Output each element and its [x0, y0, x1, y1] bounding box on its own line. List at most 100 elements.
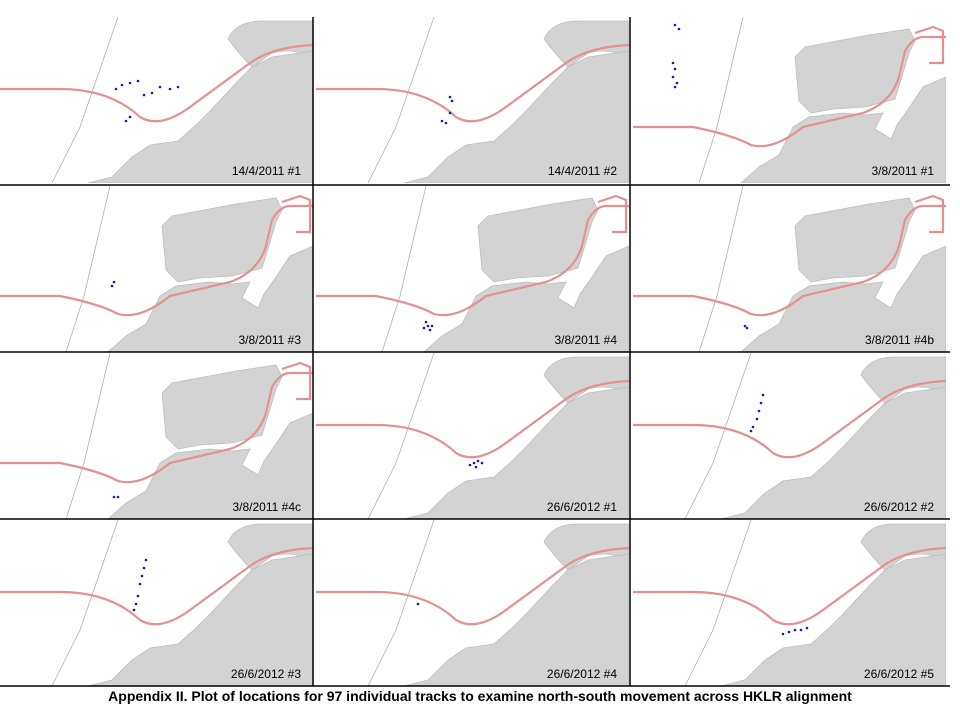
- land: [860, 523, 946, 571]
- panel-label: 3/8/2011 #3: [238, 333, 301, 347]
- track-point: [430, 324, 434, 328]
- map-content: [0, 520, 313, 686]
- boundary-line: [51, 520, 119, 686]
- panel-label: 3/8/2011 #4c: [232, 500, 301, 514]
- boundary-line: [51, 17, 119, 183]
- track-point: [799, 628, 803, 632]
- map-panel: 26/6/2012 #1: [316, 353, 629, 519]
- alignment: [0, 194, 313, 317]
- map-panel: 3/8/2011 #4b: [633, 186, 946, 352]
- boundary-line: [367, 17, 435, 183]
- track-point: [751, 425, 755, 429]
- track-point: [673, 23, 677, 27]
- land: [161, 197, 283, 283]
- map-content: [633, 17, 946, 183]
- track-point: [112, 280, 116, 284]
- map-panel: 26/6/2012 #2: [633, 353, 946, 519]
- panel-label: 26/6/2012 #2: [864, 500, 934, 514]
- track-point: [745, 326, 749, 330]
- alignment: [0, 546, 313, 626]
- track-point: [128, 81, 132, 85]
- track-point: [761, 393, 765, 397]
- land: [227, 20, 313, 68]
- track-point: [677, 27, 681, 31]
- track-point: [132, 608, 136, 612]
- boundary-line: [65, 353, 111, 519]
- track-point: [416, 602, 420, 606]
- land: [860, 356, 946, 404]
- track-point: [671, 61, 675, 65]
- panel-label: 26/6/2012 #1: [547, 500, 617, 514]
- alignment: [316, 194, 629, 317]
- track-point: [472, 461, 476, 465]
- alignment: [316, 379, 629, 459]
- track-point: [749, 429, 753, 433]
- land: [477, 197, 599, 283]
- track-point: [781, 632, 785, 636]
- land: [403, 50, 629, 183]
- map-panel: 14/4/2011 #1: [0, 17, 313, 183]
- track-point: [448, 95, 452, 99]
- track-point: [424, 320, 428, 324]
- track-point: [150, 91, 154, 95]
- map-content: [633, 353, 946, 519]
- land: [794, 28, 916, 114]
- track-point: [759, 401, 763, 405]
- track-point: [743, 324, 747, 328]
- map-panel: 3/8/2011 #3: [0, 186, 313, 352]
- track-point: [158, 85, 162, 89]
- track-point: [468, 463, 472, 467]
- track-point: [480, 461, 484, 465]
- alignment: [633, 379, 946, 459]
- land: [107, 245, 313, 352]
- map-content: [0, 353, 313, 519]
- map-panel: 3/8/2011 #1: [633, 17, 946, 183]
- caption: Appendix II. Plot of locations for 97 in…: [108, 688, 852, 704]
- track-point: [114, 87, 118, 91]
- land: [423, 245, 629, 352]
- land: [740, 245, 946, 352]
- track-point: [136, 79, 140, 83]
- panel-label: 26/6/2012 #3: [231, 667, 301, 681]
- track-point: [124, 119, 128, 123]
- land: [543, 20, 629, 68]
- land: [740, 76, 946, 183]
- land: [87, 553, 313, 686]
- track-point: [426, 324, 430, 328]
- track-point: [787, 630, 791, 634]
- alignment: [316, 43, 629, 123]
- map-panel: 26/6/2012 #5: [633, 520, 946, 686]
- map-content: [316, 17, 629, 183]
- land: [161, 364, 283, 450]
- track-point: [805, 626, 809, 630]
- land: [403, 553, 629, 686]
- map-panel: 3/8/2011 #4c: [0, 353, 313, 519]
- track-point: [120, 83, 124, 87]
- track-point: [793, 628, 797, 632]
- track-point: [673, 85, 677, 89]
- track-point: [757, 409, 761, 413]
- track-point: [144, 558, 148, 562]
- panel-label: 14/4/2011 #1: [232, 164, 302, 178]
- map-panel: 3/8/2011 #4: [316, 186, 629, 352]
- track-point: [138, 582, 142, 586]
- land: [87, 50, 313, 183]
- land: [227, 523, 313, 571]
- alignment: [633, 546, 946, 626]
- track-point: [428, 328, 432, 332]
- track-point: [142, 93, 146, 97]
- track-point: [673, 67, 677, 71]
- boundary-line: [381, 186, 427, 352]
- land: [543, 356, 629, 404]
- track-point: [755, 417, 759, 421]
- track-point: [675, 81, 679, 85]
- land: [107, 412, 313, 519]
- map-panel: 14/4/2011 #2: [316, 17, 629, 183]
- track-point: [448, 111, 452, 115]
- map-panel: 26/6/2012 #4: [316, 520, 629, 686]
- panel-label: 26/6/2012 #4: [547, 667, 617, 681]
- track-point: [450, 99, 454, 103]
- track-point: [474, 465, 478, 469]
- land: [720, 553, 946, 686]
